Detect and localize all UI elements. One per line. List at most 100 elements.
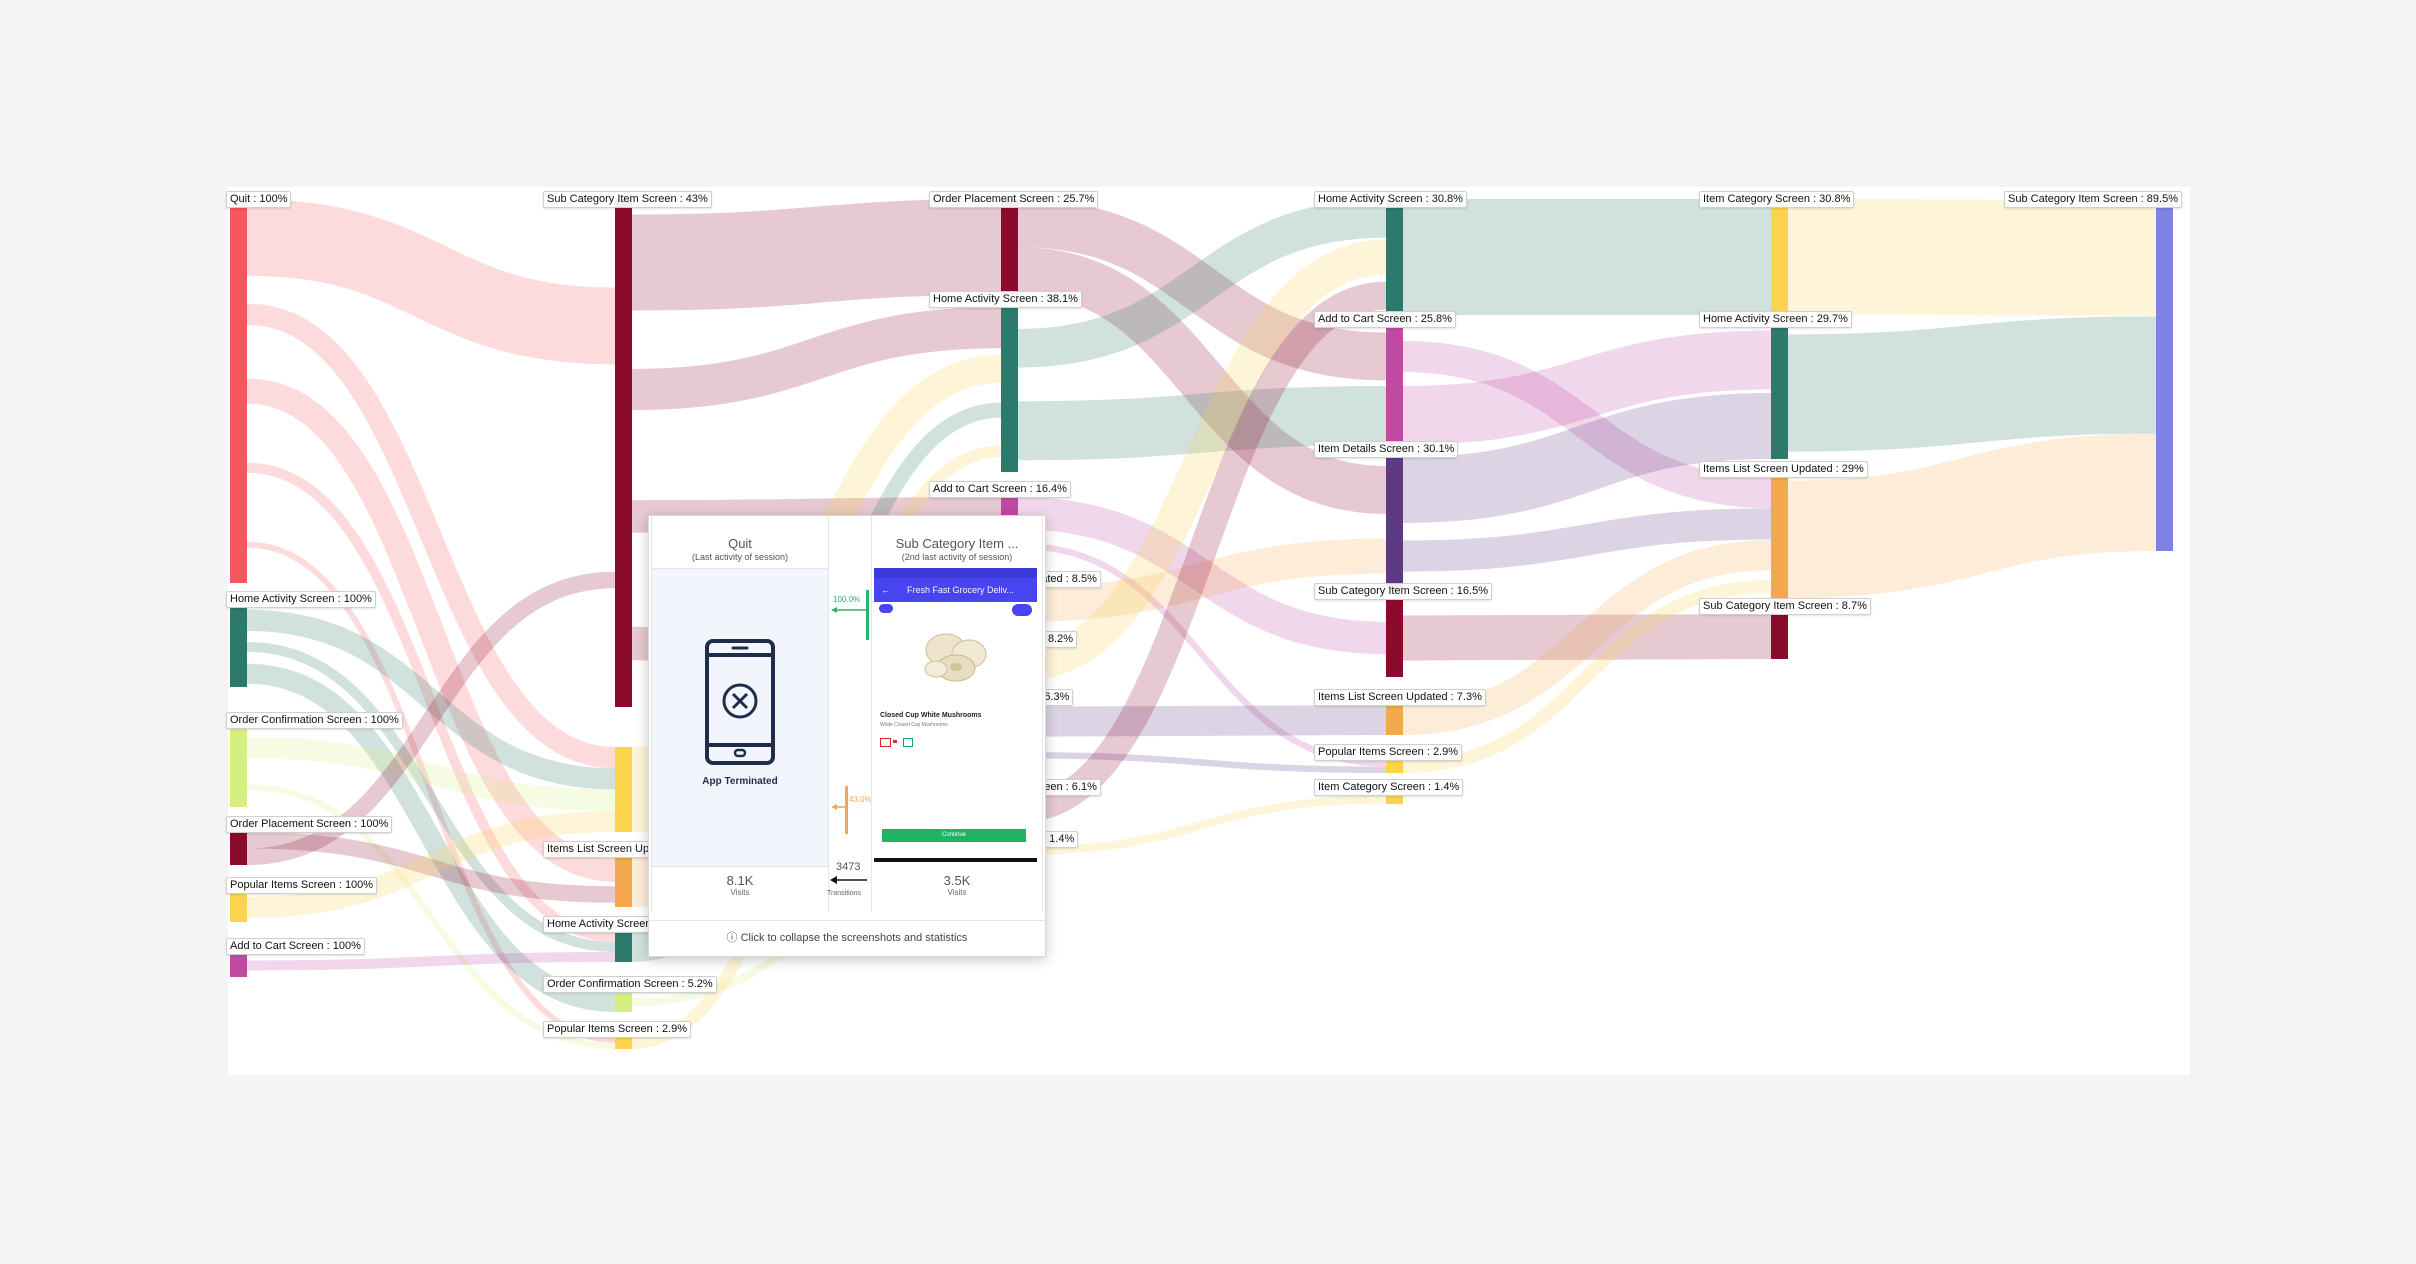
transitions-label: Transitions [827,890,861,897]
flow-link-c2_itemslist-to-c3_details[interactable] [1017,538,1387,622]
flow-link-c0_quit-to-c1_subcat[interactable] [246,199,616,365]
minus-button[interactable] [880,738,891,747]
flow-link-c4_itemslist-to-c5_subcat[interactable] [1787,433,2157,599]
flow-link-c0_quit-to-c1_home[interactable] [246,462,616,942]
node-label-c4_home[interactable]: Home Activity Screen : 29.7% [1699,311,1852,328]
flow-link-c3_subcat-to-c4_subcat[interactable] [1402,614,1772,661]
node-bar-c1_home[interactable] [615,932,632,962]
collapse-toggle[interactable]: ⓘ Click to collapse the screenshots and … [649,920,1045,955]
node-bar-c1_subcat[interactable] [615,199,632,707]
last-activity-visits-label: Visits [730,888,750,897]
node-label-c0_popular[interactable]: Popular Items Screen : 100% [226,877,378,894]
node-label-c5_subcat[interactable]: Sub Category Item Screen : 89.5% [2004,191,2182,208]
node-label-c3_itemslist[interactable]: Items List Screen Updated : 7.3% [1314,689,1486,706]
node-label-c4_itemslist[interactable]: Items List Screen Updated : 29% [1699,461,1868,478]
node-bar-c0_quit[interactable] [230,199,247,583]
phone-terminated-icon [705,639,775,765]
flow-link-c0_popular-to-c1_itemcat[interactable] [246,810,616,919]
flow-link-c3_cart-to-c4_home[interactable] [1402,330,1772,445]
node-bar-c1_itemslist[interactable] [615,857,632,907]
node-bar-c0_cart[interactable] [230,954,247,977]
flow-link-c0_home-to-c1_itemcat[interactable] [246,609,616,790]
node-bar-c3_popular[interactable] [1386,760,1403,773]
flow-link-c1_subcat-to-c2_ordplace[interactable] [631,199,1002,311]
second-last-activity-card[interactable]: Sub Category Item ... (2nd last activity… [871,516,1043,912]
node-bar-c2_ordplace[interactable] [1001,199,1018,295]
node-label-c4_itemcat[interactable]: Item Category Screen : 30.8% [1699,191,1855,208]
flow-link-c0_cart-to-c1_home[interactable] [246,952,616,971]
node-label-c3_cart[interactable]: Add to Cart Screen : 25.8% [1314,311,1456,328]
node-label-c3_home[interactable]: Home Activity Screen : 30.8% [1314,191,1467,208]
node-bar-c0_ordconf[interactable] [230,728,247,807]
node-label-c3_subcat[interactable]: Sub Category Item Screen : 16.5% [1314,583,1492,600]
continue-button[interactable]: Continue [882,829,1026,842]
node-label-c0_ordconf[interactable]: Order Confirmation Screen : 100% [226,712,403,729]
flow-link-c4_home-to-c5_subcat[interactable] [1787,316,2157,452]
node-bar-c3_details[interactable] [1386,457,1403,589]
node-label-c2_cart[interactable]: Add to Cart Screen : 16.4% [929,481,1071,498]
mushroom-image [924,633,987,682]
node-bar-c2_home[interactable] [1001,307,1018,472]
node-bar-c1_ordconf[interactable] [615,992,632,1012]
flow-link-c0_ordplace-to-c1_itemslist[interactable] [246,832,616,903]
flow-link-c3_itemslist-to-c4_itemslist[interactable] [1402,540,1772,735]
node-label-c2_home[interactable]: Home Activity Screen : 38.1% [929,291,1082,308]
flow-link-c2_cart-to-c3_subcat[interactable] [1017,497,1387,655]
flow-link-c3_details-to-c4_itemslist[interactable] [1402,508,1772,572]
flow-link-c2_popular-to-c3_home[interactable] [1017,239,1387,682]
node-label-c3_itemcat[interactable]: Item Category Screen : 1.4% [1314,779,1464,796]
node-bar-c0_popular[interactable] [230,893,247,922]
flow-link-c0_quit-to-c1_popular[interactable] [246,541,616,1043]
second-last-activity-title: Sub Category Item ... [895,536,1019,551]
node-bar-c4_itemslist[interactable] [1771,477,1788,602]
flow-link-c3_details-to-c4_home[interactable] [1402,393,1772,523]
collapse-text: Click to collapse the screenshots and st… [740,932,968,944]
second-last-visits-label: Visits [947,888,967,897]
node-bar-c1_itemcat[interactable] [615,747,632,832]
node-bar-c1_popular[interactable] [615,1037,632,1049]
app-bar-title: Fresh Fast Grocery Deliv... [907,585,1014,595]
node-label-c3_popular[interactable]: Popular Items Screen : 2.9% [1314,744,1463,761]
flow-link-c2_itemcat-to-c3_itemcat[interactable] [1017,795,1387,855]
flow-link-c2_home-to-c3_home[interactable] [1017,198,1387,368]
node-label-c1_subcat[interactable]: Sub Category Item Screen : 43% [543,191,712,208]
node-label-c3_details[interactable]: Item Details Screen : 30.1% [1314,441,1459,458]
last-activity-card[interactable]: Quit (Last activity of session) App Term… [651,516,829,912]
flow-link-c3_cart-to-c4_itemslist[interactable] [1402,340,1772,509]
node-bar-c4_home[interactable] [1771,327,1788,459]
flow-link-c2_ordplace-to-c3_cart[interactable] [1017,199,1387,381]
node-label-c4_subcat[interactable]: Sub Category Item Screen : 8.7% [1699,598,1871,615]
node-bar-c3_itemcat[interactable] [1386,795,1403,804]
flow-link-c0_ordplace-to-c1_subcat[interactable] [246,571,616,865]
node-bar-c5_subcat[interactable] [2156,199,2173,551]
node-bar-c4_subcat[interactable] [1771,614,1788,659]
transition-arrows [830,590,869,884]
node-bar-c0_home[interactable] [230,607,247,687]
node-bar-c3_subcat[interactable] [1386,599,1403,677]
node-label-c0_cart[interactable]: Add to Cart Screen : 100% [226,938,365,955]
flow-link-c2_details-to-c3_itemslist[interactable] [1017,705,1387,737]
last-activity-visits-value: 8.1K [726,873,754,888]
flow-link-c0_ordconf-to-c1_itemcat[interactable] [246,737,616,811]
node-label-c0_ordplace[interactable]: Order Placement Screen : 100% [226,816,393,833]
node-bar-c3_home[interactable] [1386,199,1403,315]
node-bar-c3_itemslist[interactable] [1386,705,1403,735]
node-bar-c3_cart[interactable] [1386,327,1403,445]
screenshot-stats-popup[interactable]: Quit (Last activity of session) App Term… [648,515,1046,957]
flow-link-c2_home-to-c3_cart[interactable] [1017,386,1387,461]
terminated-screenshot: App Terminated [652,568,828,867]
flow-link-c0_quit-to-c1_itemcat[interactable] [246,303,616,769]
flow-link-c2_ordplace-to-c3_details[interactable] [1017,247,1387,514]
flow-link-c4_itemcat-to-c5_subcat[interactable] [1787,199,2157,316]
plus-button[interactable] [903,738,913,747]
node-label-c0_quit[interactable]: Quit : 100% [226,191,292,208]
node-label-c0_home[interactable]: Home Activity Screen : 100% [226,591,376,608]
flow-link-c3_popular-to-c4_itemslist[interactable] [1402,579,1772,773]
node-label-c2_ordplace[interactable]: Order Placement Screen : 25.7% [929,191,1099,208]
node-label-c1_popular[interactable]: Popular Items Screen : 2.9% [543,1021,692,1038]
flow-link-c1_subcat-to-c2_home[interactable] [631,307,1002,411]
flow-link-c2_details-to-c3_popular[interactable] [1017,752,1387,773]
node-bar-c4_itemcat[interactable] [1771,199,1788,315]
node-bar-c0_ordplace[interactable] [230,832,247,865]
node-label-c1_ordconf[interactable]: Order Confirmation Screen : 5.2% [543,976,717,993]
